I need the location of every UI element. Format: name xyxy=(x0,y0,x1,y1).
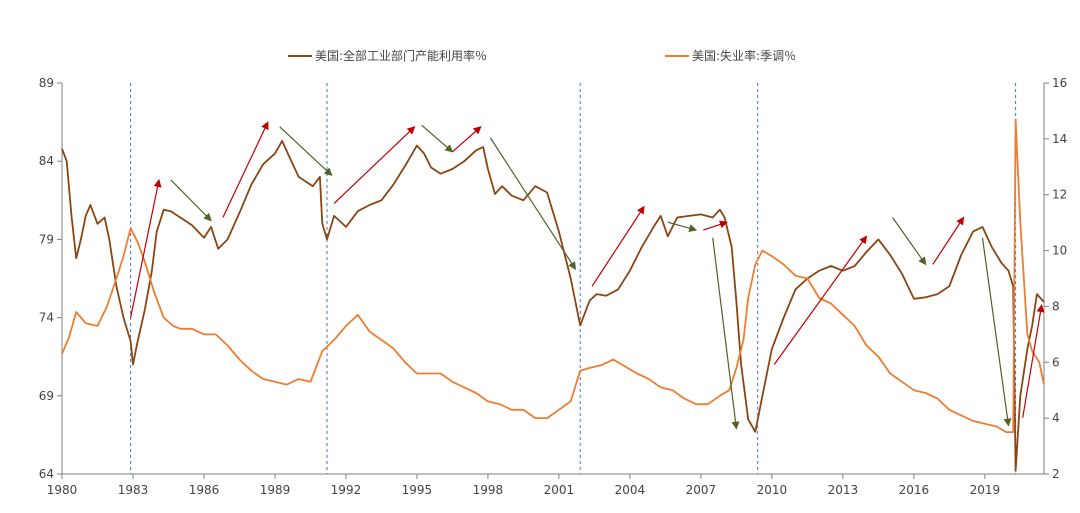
trend-arrow-down xyxy=(981,237,1012,427)
axes: 64 69 74 79 84 89 2 4 6 8 10 12 14 16 1980 1983 1986 1989… xyxy=(39,76,1068,497)
trend-arrow-down xyxy=(712,237,740,430)
x-tick-label: 2004 xyxy=(615,483,646,497)
legend-label-capacity-utilization: 美国:全部工业部门产能利用率％ xyxy=(315,48,487,63)
right-y-tick-label: 2 xyxy=(1052,467,1060,481)
series-lines xyxy=(61,118,1045,472)
left-y-tick-label: 89 xyxy=(39,76,54,90)
trend-arrow-up xyxy=(452,126,482,153)
right-y-tick-label: 10 xyxy=(1052,244,1067,258)
trend-arrow-down xyxy=(170,179,212,222)
trend-arrow-down xyxy=(279,126,333,176)
right-y-tick-label: 8 xyxy=(1052,299,1060,313)
right-y-tick-label: 14 xyxy=(1052,132,1067,146)
legend: 美国:全部工业部门产能利用率％ 美国:失业率:季调％ xyxy=(288,48,796,63)
x-tick-label: 1992 xyxy=(331,483,362,497)
right-y-tick-label: 4 xyxy=(1052,411,1060,425)
left-y-tick-label: 79 xyxy=(39,232,54,246)
trend-arrow-up xyxy=(773,235,868,365)
trend-arrow-down xyxy=(489,137,577,270)
trend-arrow-up xyxy=(130,178,162,318)
x-tick-label: 1983 xyxy=(118,483,149,497)
right-y-tick-label: 16 xyxy=(1052,76,1067,90)
trend-arrow-down xyxy=(667,221,698,233)
right-y-tick-label: 12 xyxy=(1052,188,1067,202)
trend-arrow-up xyxy=(333,126,416,204)
trend-arrow-down xyxy=(892,217,927,266)
right-y-tick-label: 6 xyxy=(1052,355,1060,369)
series-line-unemployment xyxy=(61,118,1045,433)
recession-markers xyxy=(130,83,1017,474)
x-tick-label: 1986 xyxy=(189,483,220,497)
trend-arrow-up xyxy=(1022,304,1045,418)
left-y-tick-label: 74 xyxy=(39,311,54,325)
legend-label-unemployment: 美国:失业率:季调％ xyxy=(692,48,796,63)
trend-arrow-up xyxy=(222,121,269,218)
x-tick-label: 1989 xyxy=(260,483,291,497)
x-tick-label: 1998 xyxy=(473,483,504,497)
trend-arrows xyxy=(130,121,1045,430)
trend-arrow-up xyxy=(703,220,728,231)
x-tick-label: 1995 xyxy=(402,483,433,497)
left-y-tick-label: 84 xyxy=(39,154,54,168)
x-tick-label: 2007 xyxy=(686,483,717,497)
left-y-tick-label: 64 xyxy=(39,467,54,481)
trend-arrow-up xyxy=(932,216,965,265)
x-tick-label: 2016 xyxy=(899,483,930,497)
series-line-capacity-utilization xyxy=(61,140,1045,472)
x-tick-label: 2013 xyxy=(828,483,859,497)
trend-arrow-down xyxy=(421,124,454,153)
left-y-tick-label: 69 xyxy=(39,389,54,403)
x-tick-label: 2019 xyxy=(970,483,1001,497)
x-tick-label: 2010 xyxy=(757,483,788,497)
trend-arrow-up xyxy=(591,205,645,287)
x-tick-label: 1980 xyxy=(47,483,78,497)
x-tick-label: 2001 xyxy=(544,483,575,497)
